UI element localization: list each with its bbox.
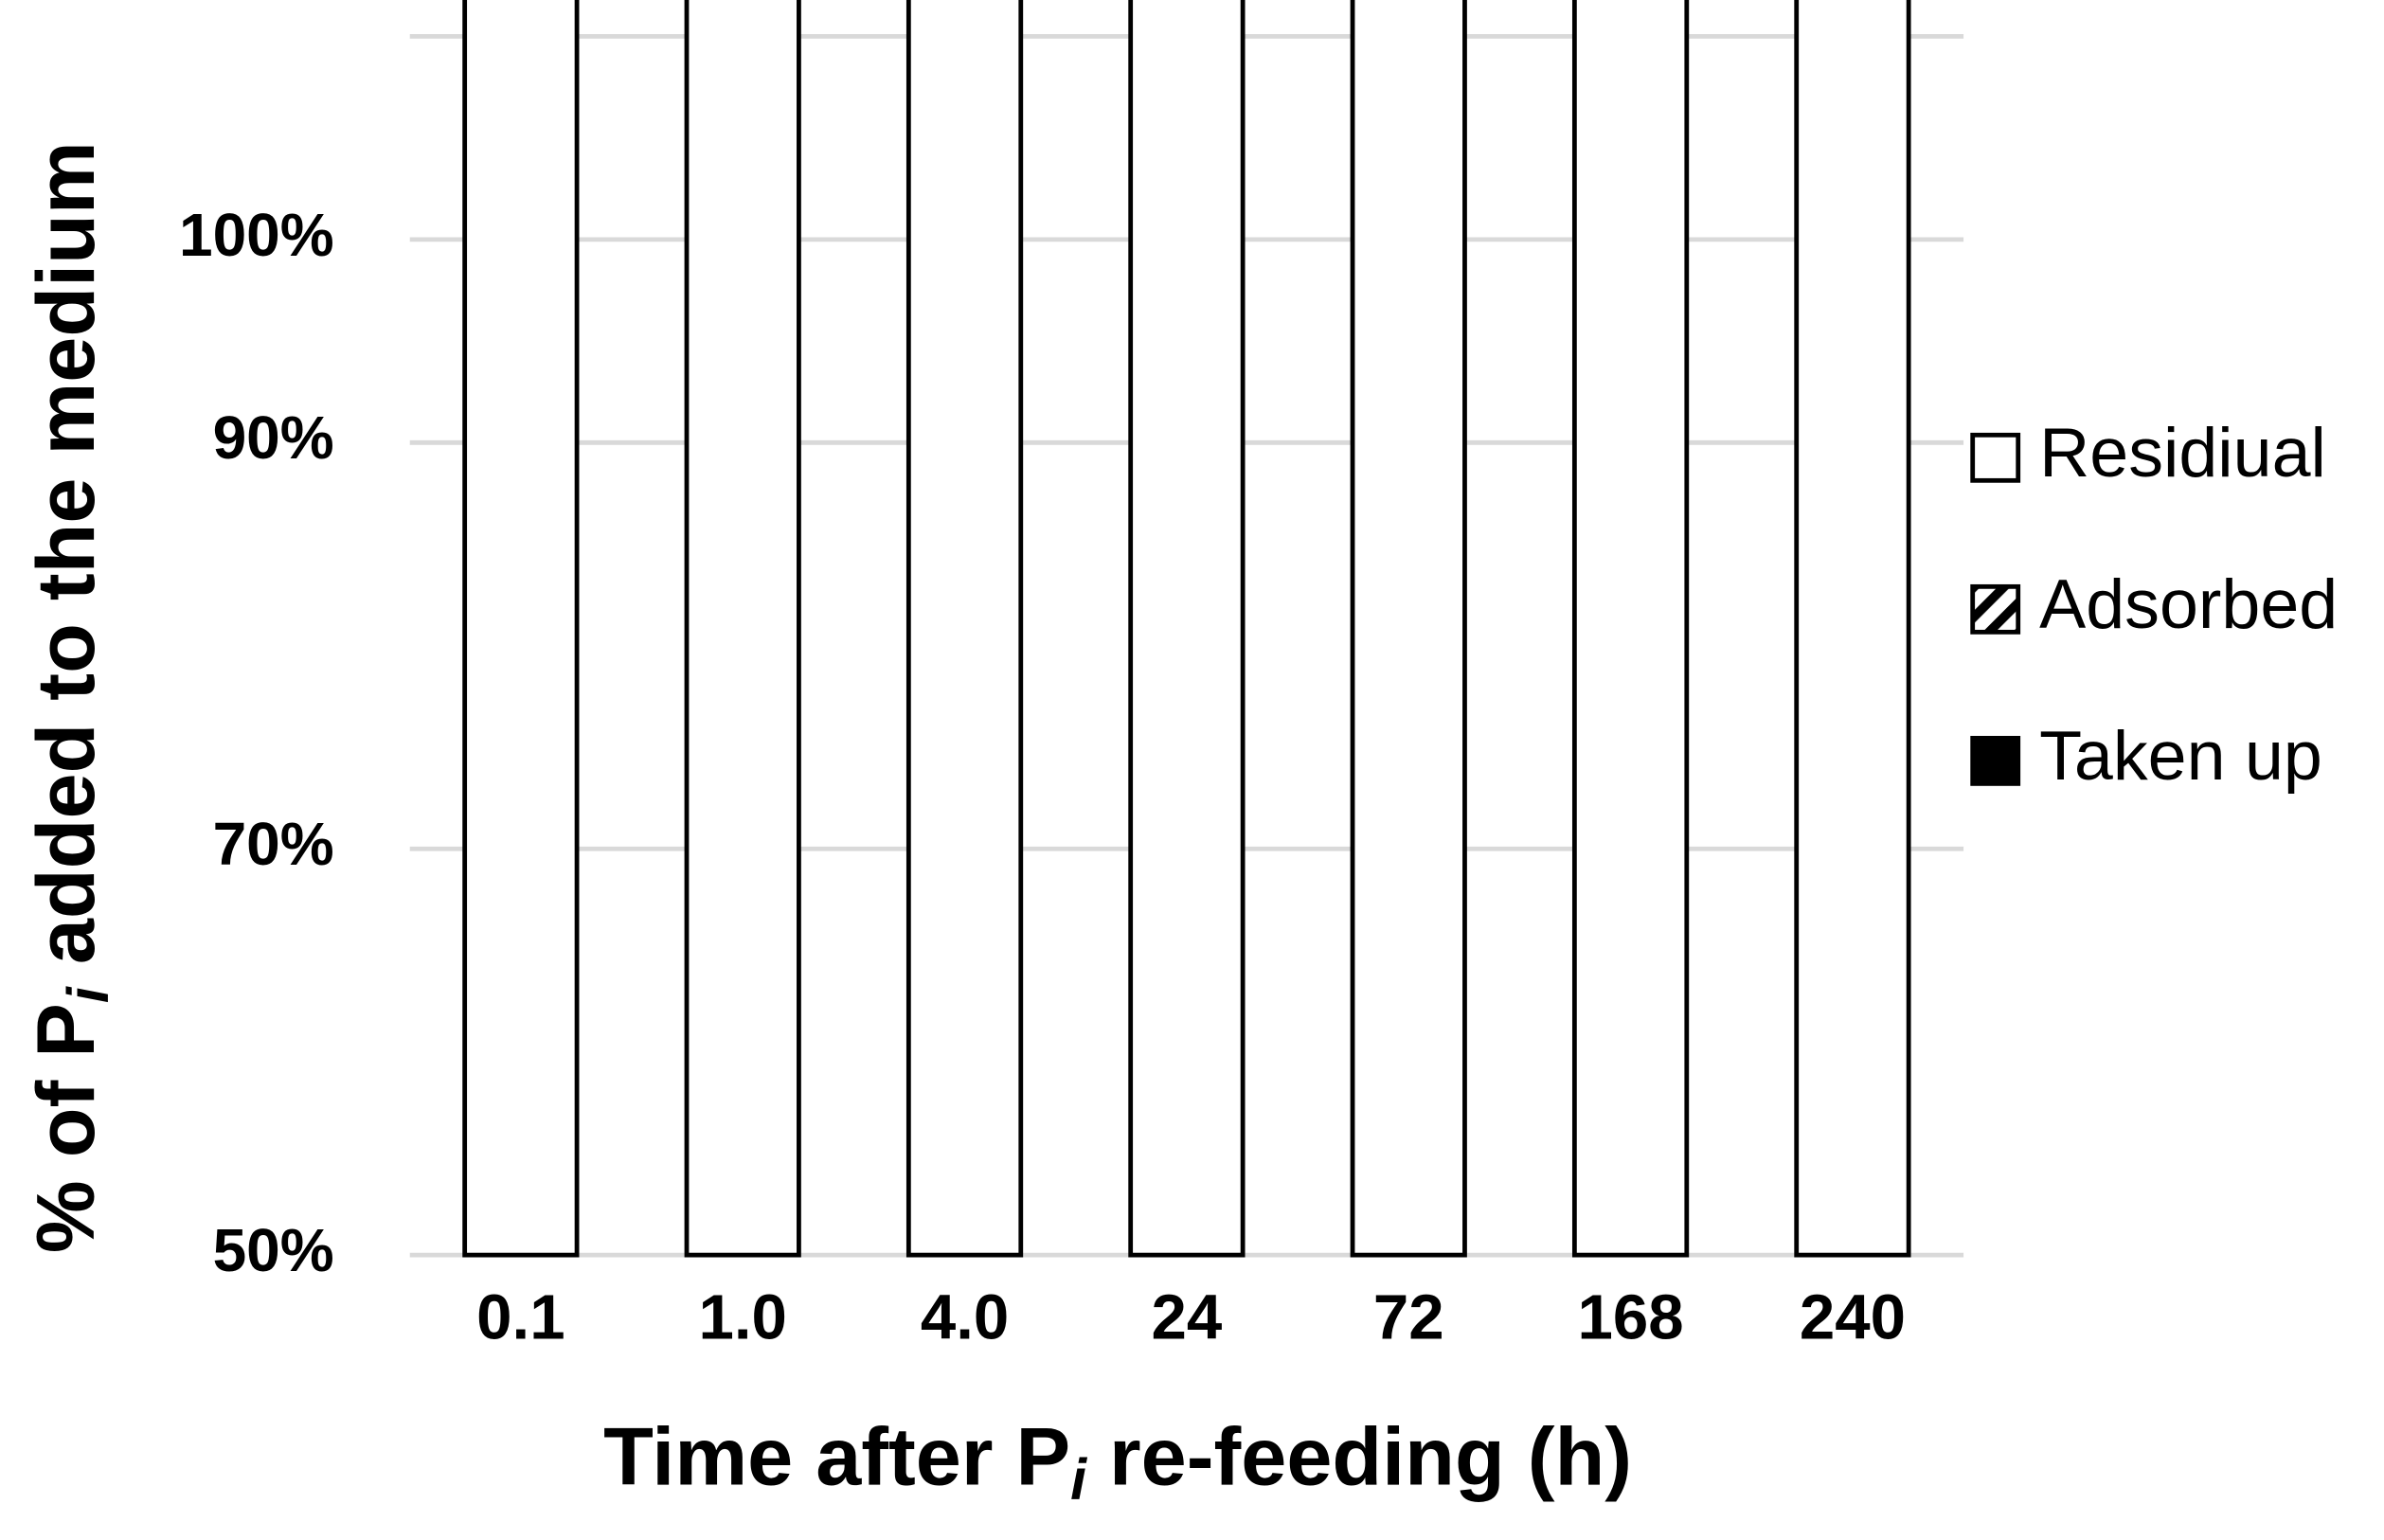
x-axis-title: Time after Pi re-feeding (h)	[603, 1411, 1632, 1512]
x-title-sub: i	[1070, 1447, 1087, 1512]
legend-label: Residiual	[2039, 413, 2326, 492]
y-title-sub: i	[56, 986, 120, 1003]
y-title-part: % of P	[21, 1003, 112, 1253]
x-title-part: re-feeding (h)	[1086, 1411, 1632, 1502]
x-tick-label: 240	[1800, 1281, 1906, 1352]
y-axis-title: % of Pi added to the medium	[21, 141, 121, 1253]
bars	[462, 0, 1911, 1258]
bar-segment	[462, 0, 580, 1258]
legend-swatch	[1970, 735, 2021, 786]
x-tick-label: 72	[1373, 1281, 1444, 1352]
bar-segment	[905, 0, 1024, 1258]
x-tick-label: 0.1	[476, 1281, 565, 1352]
bar-segment	[1128, 0, 1246, 1258]
bar-segment	[684, 0, 801, 1258]
y-tick-label: 90%	[213, 403, 334, 472]
x-tick-label: 1.0	[699, 1281, 787, 1352]
bar-segment	[1794, 0, 1911, 1258]
y-tick-label: 100%	[179, 201, 334, 269]
y-tick-label: 70%	[213, 810, 334, 878]
y-title-part: added to the medium	[21, 141, 112, 987]
x-tick-label: 4.0	[921, 1281, 1009, 1352]
legend-label: Adsorbed	[2039, 564, 2338, 643]
bar-segment	[1350, 0, 1467, 1258]
legend-swatch	[1970, 583, 2021, 635]
x-tick-label: 168	[1578, 1281, 1684, 1352]
y-tick-label: 50%	[213, 1216, 334, 1284]
bar-segment	[1571, 0, 1690, 1258]
x-tick-label: 24	[1152, 1281, 1223, 1352]
x-title-part: Time after P	[603, 1411, 1070, 1502]
legend-swatch	[1970, 432, 2021, 483]
legend-label: Taken up	[2039, 716, 2322, 795]
